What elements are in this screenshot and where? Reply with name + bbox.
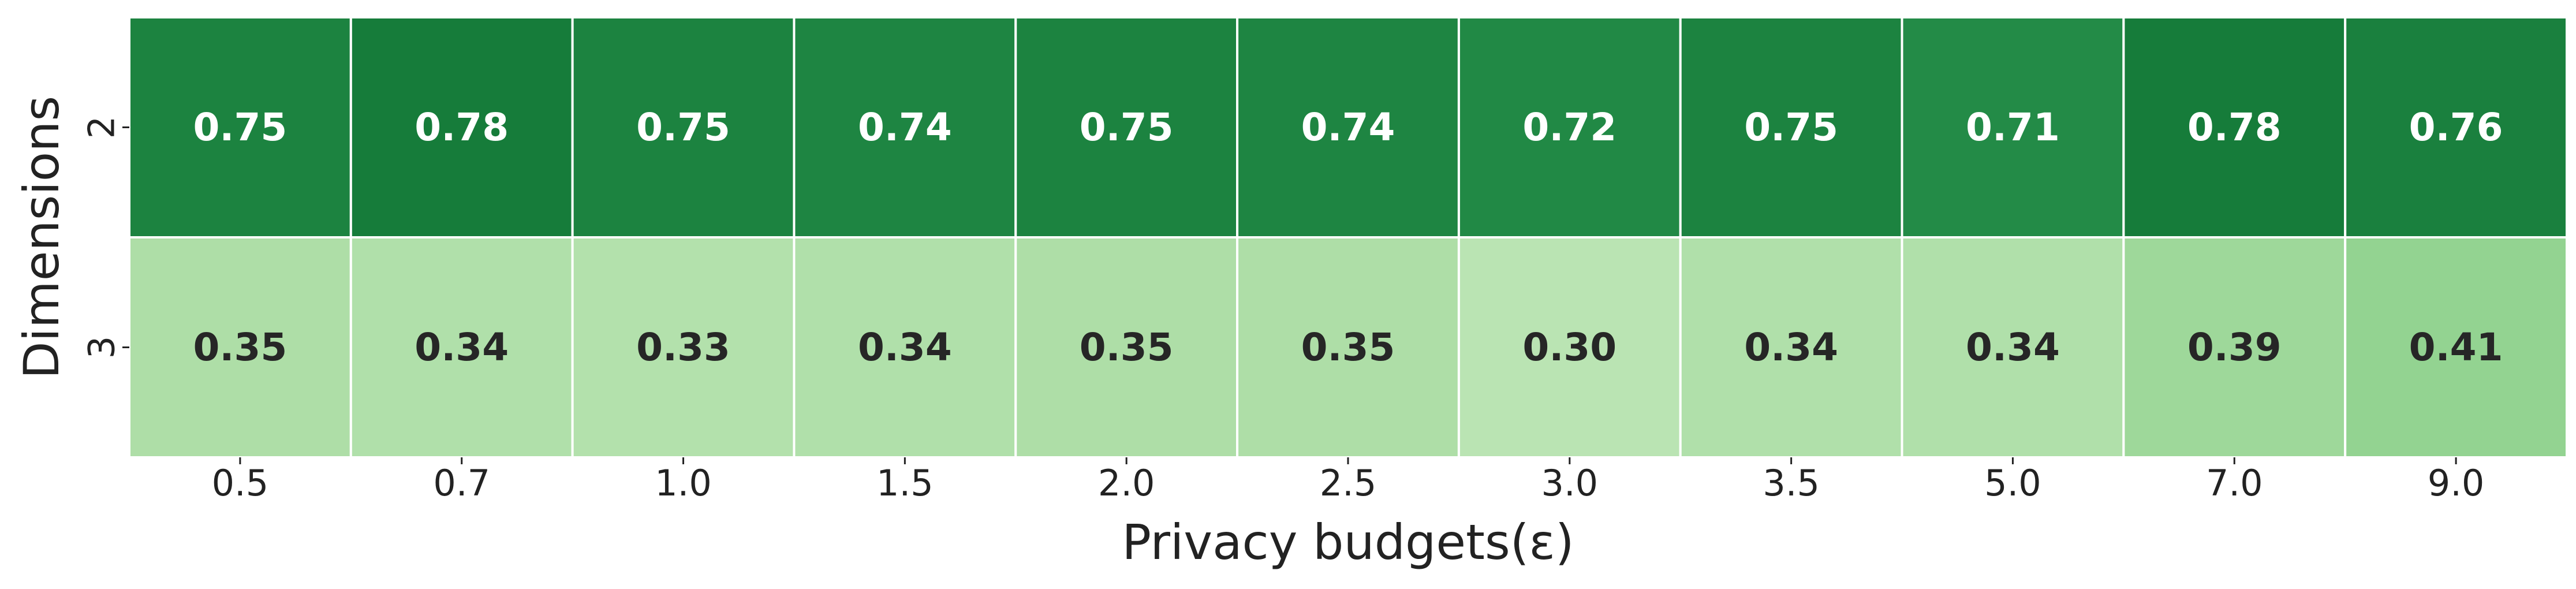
cell-value-label: 0.39: [2187, 325, 2282, 370]
heatmap-cell: [1901, 236, 2125, 458]
cell-value-label: 0.34: [1744, 325, 1838, 370]
cell-value-label: 0.74: [1301, 105, 1395, 150]
x-tick-label: 5.0: [1984, 462, 2041, 504]
x-axis-label: Privacy budgets(ε): [1122, 514, 1574, 571]
x-tick-label: 7.0: [2206, 462, 2263, 504]
cell-value-label: 0.74: [858, 105, 952, 150]
x-tick-labels: 0.5 0.7 1.0 1.5 2.0 2.5 3.0 3.5 5.0 7.0 9.0: [212, 462, 2485, 504]
y-tick-labels: 23: [81, 116, 123, 359]
cell-value-label: 0.75: [193, 105, 287, 150]
heatmap-cell: [1014, 16, 1239, 238]
cell-value-label: 0.35: [1080, 325, 1174, 370]
heatmap-cell: [793, 236, 1017, 458]
y-tick-label: 3: [81, 336, 123, 359]
heatmap-cell: [1457, 236, 1682, 458]
x-tick-label: 0.7: [433, 462, 490, 504]
tick-marks: [122, 126, 2457, 464]
cell-value-label: 0.34: [858, 325, 952, 370]
cell-value-label: 0.33: [636, 325, 730, 370]
cell-value-label: 0.35: [1301, 325, 1395, 370]
x-tick-label: 3.0: [1541, 462, 1599, 504]
cell-value-label: 0.75: [1744, 105, 1838, 150]
cell-value-label: 0.76: [2409, 105, 2503, 150]
cell-value-label: 0.35: [193, 325, 287, 370]
x-tick-label: 1.5: [876, 462, 934, 504]
x-tick-label: 2.0: [1098, 462, 1155, 504]
cell-value-label: 0.75: [636, 105, 730, 150]
heatmap-cell: [2122, 236, 2347, 458]
y-tick-label: 2: [81, 116, 123, 139]
x-tick-label: 1.0: [655, 462, 712, 504]
heatmap-cell: [128, 16, 352, 238]
heatmap-cells: 0.75 0.78 0.75 0.74 0.75 0.74 0.72 0.75 0.71 0.78…: [128, 16, 2568, 458]
heatmap-cell: [2344, 16, 2568, 238]
heatmap-cell: [349, 16, 574, 238]
heatmap-cell: [2344, 236, 2568, 458]
heatmap-cell: [2122, 16, 2347, 238]
x-tick-label: 3.5: [1763, 462, 1820, 504]
cell-value-label: 0.75: [1080, 105, 1174, 150]
cell-value-label: 0.71: [1966, 105, 2060, 150]
heatmap-cell: [349, 236, 574, 458]
heatmap-cell: [1014, 236, 1239, 458]
cell-value-label: 0.78: [415, 105, 509, 150]
cell-value-label: 0.41: [2409, 325, 2503, 370]
heatmap-cell: [571, 16, 796, 238]
heatmap-cell: [1236, 236, 1460, 458]
x-tick-label: 0.5: [212, 462, 269, 504]
cell-value-label: 0.34: [1966, 325, 2060, 370]
cell-value-label: 0.72: [1522, 105, 1616, 150]
heatmap-cell: [793, 16, 1017, 238]
x-tick-label: 9.0: [2428, 462, 2485, 504]
y-axis-label: Dimensions: [13, 96, 70, 379]
cell-value-label: 0.30: [1522, 325, 1616, 370]
heatmap-cell: [571, 236, 796, 458]
heatmap-cell: [1236, 16, 1460, 238]
heatmap-cell: [1679, 236, 1903, 458]
x-tick-label: 2.5: [1320, 462, 1377, 504]
heatmap-cell: [128, 236, 352, 458]
cell-value-label: 0.34: [415, 325, 509, 370]
heatmap-cell: [1679, 16, 1903, 238]
cell-value-label: 0.78: [2187, 105, 2282, 150]
